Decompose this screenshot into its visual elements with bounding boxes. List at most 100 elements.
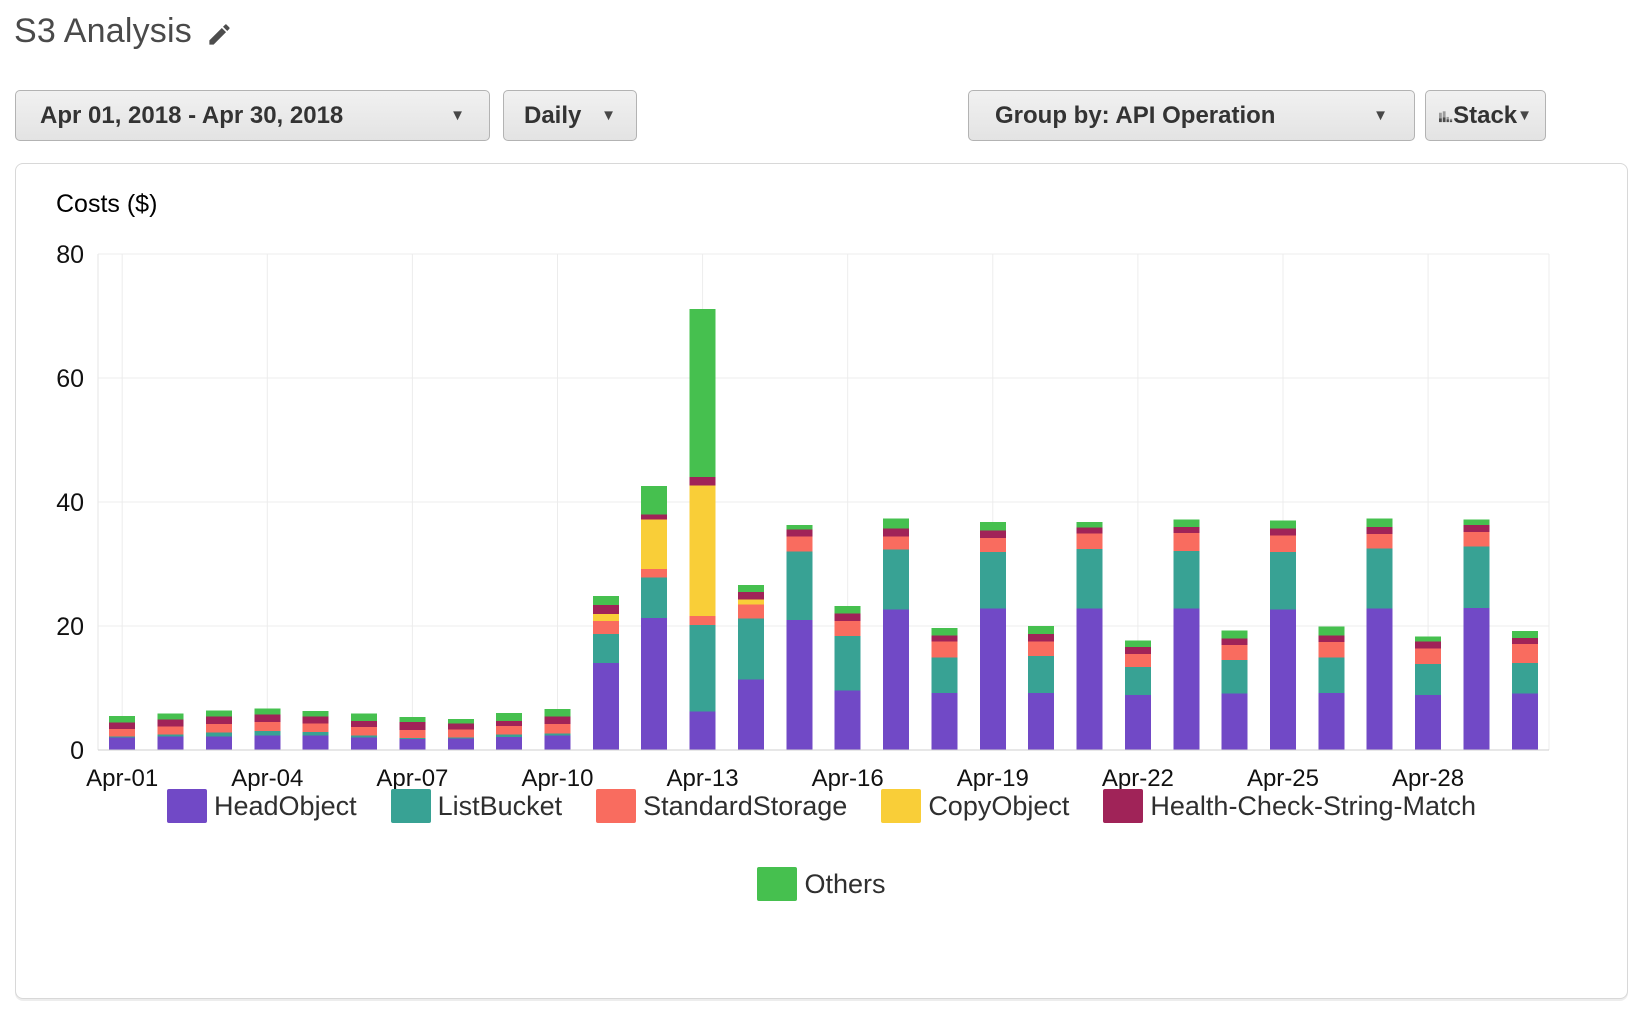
bar-segment[interactable]: [1366, 608, 1393, 750]
bar-segment[interactable]: [1366, 534, 1393, 549]
bar-segment[interactable]: [979, 608, 1006, 750]
bar-segment[interactable]: [1076, 527, 1103, 534]
bar-segment[interactable]: [592, 621, 619, 635]
bar-segment[interactable]: [351, 720, 378, 728]
bar-segment[interactable]: [1318, 657, 1345, 693]
bar-segment[interactable]: [544, 735, 571, 750]
bar-segment[interactable]: [447, 738, 474, 750]
bar-segment[interactable]: [689, 616, 716, 625]
bar-segment[interactable]: [254, 730, 281, 736]
bar-segment[interactable]: [205, 710, 232, 717]
bar-segment[interactable]: [883, 609, 910, 750]
bar-segment[interactable]: [641, 485, 668, 515]
bar-segment[interactable]: [109, 715, 136, 723]
bar-segment[interactable]: [1415, 648, 1442, 664]
bar-segment[interactable]: [979, 521, 1006, 531]
bar-segment[interactable]: [1221, 645, 1248, 661]
bar-segment[interactable]: [689, 485, 716, 617]
bar-segment[interactable]: [737, 591, 764, 600]
bar-segment[interactable]: [302, 710, 329, 717]
bar-segment[interactable]: [1076, 549, 1103, 609]
bar-segment[interactable]: [1463, 608, 1490, 750]
bar-segment[interactable]: [737, 618, 764, 680]
bar-segment[interactable]: [496, 712, 523, 721]
bar-segment[interactable]: [496, 736, 523, 750]
bar-segment[interactable]: [157, 713, 184, 720]
bar-segment[interactable]: [1463, 546, 1490, 609]
bar-segment[interactable]: [1318, 635, 1345, 643]
bar-segment[interactable]: [834, 606, 861, 614]
bar-segment[interactable]: [1366, 548, 1393, 609]
bar-segment[interactable]: [254, 735, 281, 750]
bar-segment[interactable]: [351, 727, 378, 736]
bar-segment[interactable]: [834, 690, 861, 750]
bar-segment[interactable]: [351, 737, 378, 750]
bar-segment[interactable]: [1221, 693, 1248, 750]
bar-segment[interactable]: [157, 726, 184, 735]
bar-segment[interactable]: [496, 734, 523, 737]
bar-segment[interactable]: [1511, 643, 1538, 664]
bar-segment[interactable]: [254, 714, 281, 723]
bar-segment[interactable]: [641, 568, 668, 578]
bar-segment[interactable]: [1269, 535, 1296, 553]
bar-segment[interactable]: [205, 716, 232, 724]
bar-segment[interactable]: [1028, 641, 1055, 656]
bar-segment[interactable]: [109, 728, 136, 737]
bar-segment[interactable]: [544, 733, 571, 736]
bar-segment[interactable]: [1415, 694, 1442, 750]
bar-segment[interactable]: [254, 722, 281, 731]
bar-segment[interactable]: [1463, 524, 1490, 532]
bar-segment[interactable]: [834, 613, 861, 622]
bar-segment[interactable]: [109, 736, 136, 738]
bar-segment[interactable]: [1076, 608, 1103, 750]
bar-segment[interactable]: [1269, 520, 1296, 529]
bar-segment[interactable]: [544, 709, 571, 717]
bar-segment[interactable]: [1028, 655, 1055, 693]
bar-segment[interactable]: [447, 737, 474, 739]
bar-segment[interactable]: [592, 604, 619, 615]
bar-segment[interactable]: [592, 634, 619, 664]
bar-segment[interactable]: [1173, 550, 1200, 609]
bar-segment[interactable]: [1173, 533, 1200, 551]
bar-segment[interactable]: [737, 679, 764, 750]
bar-segment[interactable]: [737, 585, 764, 592]
bar-segment[interactable]: [1173, 526, 1200, 533]
bar-segment[interactable]: [883, 549, 910, 610]
bar-segment[interactable]: [1124, 666, 1151, 695]
bar-segment[interactable]: [1124, 640, 1151, 648]
bar-segment[interactable]: [786, 524, 813, 530]
bar-segment[interactable]: [1415, 663, 1442, 695]
bar-segment[interactable]: [1463, 531, 1490, 547]
bar-segment[interactable]: [1028, 634, 1055, 642]
bar-segment[interactable]: [302, 723, 329, 733]
bar-segment[interactable]: [641, 617, 668, 750]
bar-segment[interactable]: [399, 738, 426, 740]
bar-segment[interactable]: [302, 716, 329, 724]
bar-segment[interactable]: [1028, 626, 1055, 635]
bar-segment[interactable]: [254, 708, 281, 715]
bar-segment[interactable]: [399, 717, 426, 723]
bar-segment[interactable]: [931, 641, 958, 658]
bar-segment[interactable]: [1366, 526, 1393, 535]
bar-segment[interactable]: [1318, 626, 1345, 636]
bar-segment[interactable]: [641, 577, 668, 618]
bar-segment[interactable]: [205, 723, 232, 733]
bar-segment[interactable]: [157, 719, 184, 727]
bar-segment[interactable]: [883, 528, 910, 537]
bar-segment[interactable]: [1124, 653, 1151, 667]
bar-segment[interactable]: [544, 716, 571, 724]
bar-segment[interactable]: [931, 627, 958, 636]
bar-segment[interactable]: [1173, 519, 1200, 527]
bar-segment[interactable]: [1318, 692, 1345, 750]
edit-icon[interactable]: [206, 21, 233, 48]
bar-segment[interactable]: [1463, 519, 1490, 525]
bar-segment[interactable]: [786, 536, 813, 552]
date-range-dropdown[interactable]: Apr 01, 2018 - Apr 30, 2018 ▼: [15, 90, 490, 141]
bar-segment[interactable]: [641, 514, 668, 520]
bar-segment[interactable]: [1076, 533, 1103, 550]
bar-segment[interactable]: [641, 519, 668, 569]
bar-segment[interactable]: [399, 738, 426, 750]
bar-segment[interactable]: [979, 530, 1006, 538]
bar-segment[interactable]: [1221, 630, 1248, 639]
bar-segment[interactable]: [399, 730, 426, 739]
